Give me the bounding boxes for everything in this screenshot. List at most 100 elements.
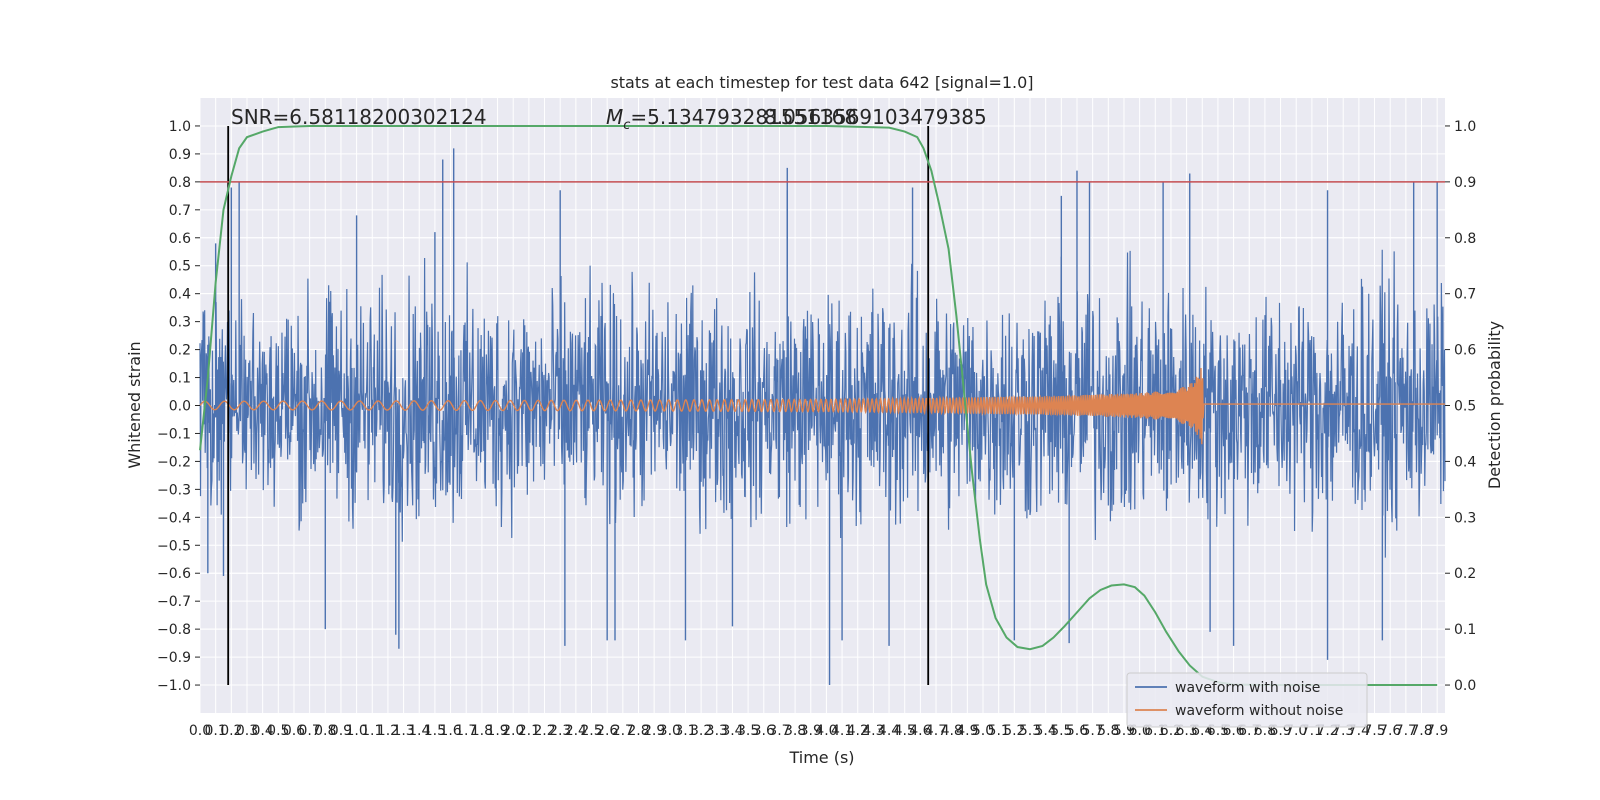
x-tick-label: 4.2 [847, 723, 869, 739]
x-tick-label: 5.4 [1035, 723, 1057, 739]
x-tick-label: 2.0 [502, 723, 524, 739]
x-tick-label: 7.7 [1395, 723, 1417, 739]
x-tick-label: 5.2 [1003, 723, 1025, 739]
overlapping-annotation: 8.0563569103479385 [764, 105, 987, 129]
x-tick-label: 5.7 [1082, 723, 1104, 739]
x-tick-label: 7.9 [1426, 723, 1448, 739]
x-tick-label: 0.5 [267, 723, 289, 739]
y2-axis-label: Detection probability [1485, 321, 1504, 489]
x-tick-label: 1.2 [377, 723, 399, 739]
x-tick-label: 3.2 [690, 723, 712, 739]
x-tick-label: 3.4 [721, 723, 743, 739]
y-tick-label: −0.4 [157, 510, 191, 526]
y-tick-label: −0.3 [157, 482, 191, 498]
x-tick-label: 5.3 [1019, 723, 1041, 739]
y-tick-label: −0.2 [157, 454, 191, 470]
snr-annotation: SNR=6.58118200302124 [231, 105, 487, 129]
y2-tick-label: 0.1 [1454, 622, 1476, 638]
x-tick-label: 4.6 [909, 723, 931, 739]
x-tick-label: 4.9 [956, 723, 978, 739]
x-tick-label: 0.6 [283, 723, 305, 739]
y2-tick-label: 0.7 [1454, 287, 1476, 303]
y-tick-label: −0.6 [157, 566, 191, 582]
x-tick-label: 2.3 [549, 723, 571, 739]
y2-tick-label: 0.9 [1454, 175, 1476, 191]
x-tick-label: 2.2 [533, 723, 555, 739]
y-tick-label: −0.5 [157, 538, 191, 554]
x-tick-label: 3.8 [784, 723, 806, 739]
x-tick-label: 3.6 [753, 723, 775, 739]
x-tick-label: 5.8 [1097, 723, 1119, 739]
x-tick-label: 3.1 [674, 723, 696, 739]
x-tick-label: 5.0 [972, 723, 994, 739]
chirp-mass-symbol: M [606, 105, 623, 129]
y-axis-label: Whitened strain [125, 341, 144, 468]
x-tick-label: 3.5 [737, 723, 759, 739]
x-tick-label: 1.0 [345, 723, 367, 739]
y2-tick-label: 0.4 [1454, 454, 1476, 470]
x-tick-label: 5.1 [988, 723, 1010, 739]
x-tick-label: 4.3 [862, 723, 884, 739]
y-tick-label: 0.9 [169, 147, 191, 163]
y2-tick-label: 0.2 [1454, 566, 1476, 582]
y-tick-label: −0.8 [157, 622, 191, 638]
x-tick-label: 1.8 [471, 723, 493, 739]
x-tick-label: 2.7 [612, 723, 634, 739]
x-tick-label: 0.8 [314, 723, 336, 739]
chart-title: stats at each timestep for test data 642… [610, 73, 1033, 92]
y-tick-labels: −1.0 −0.9 −0.8 −0.7 −0.6 −0.5 −0.4 −0.3 −0.2 −0.1… [157, 119, 200, 694]
x-tick-label: 3.7 [768, 723, 790, 739]
x-tick-label: 1.1 [361, 723, 383, 739]
legend: waveform with noise waveform without noi… [1126, 672, 1368, 728]
x-axis-label: Time (s) [788, 748, 854, 767]
legend-label-clean: waveform without noise [1175, 703, 1343, 719]
y-tick-label: 0.4 [169, 287, 191, 303]
x-tick-label: 1.4 [408, 723, 430, 739]
y2-tick-labels: 0.0 0.1 0.2 0.3 0.4 0.5 0.6 0.7 0.8 0.9 1.0 [1445, 119, 1476, 694]
clean-trace [199, 368, 1445, 445]
y2-tick-label: 0.3 [1454, 510, 1476, 526]
y-tick-label: 0.6 [169, 231, 191, 247]
x-tick-label: 0.2 [220, 723, 242, 739]
y-tick-label: 0.7 [169, 203, 191, 219]
legend-label-noise: waveform with noise [1175, 680, 1320, 696]
x-tick-label: 4.1 [831, 723, 853, 739]
x-tick-label: 2.6 [596, 723, 618, 739]
chirp-mass-value: =5.134793281551168 [630, 105, 857, 129]
x-tick-label: 0.1 [205, 723, 227, 739]
y2-tick-label: 0.0 [1454, 678, 1476, 694]
x-tick-label: 4.0 [815, 723, 837, 739]
x-tick-label: 7.5 [1363, 723, 1385, 739]
chirp-mass-subscript: c [623, 118, 630, 133]
event-markers [227, 125, 930, 686]
y-tick-label: 0.3 [169, 315, 191, 331]
y2-tick-label: 0.6 [1454, 343, 1476, 359]
y-tick-label: −1.0 [157, 678, 191, 694]
x-tick-label: 2.5 [580, 723, 602, 739]
x-tick-label: 2.4 [565, 723, 587, 739]
x-tick-label: 7.8 [1410, 723, 1432, 739]
x-tick-label: 3.0 [659, 723, 681, 739]
y2-tick-label: 1.0 [1454, 119, 1476, 135]
x-tick-label: 4.7 [925, 723, 947, 739]
x-tick-label: 2.1 [518, 723, 540, 739]
x-tick-label: 1.9 [486, 723, 508, 739]
x-tick-label: 0.7 [298, 723, 320, 739]
detection-probability-series [199, 124, 1438, 687]
y-tick-label: −0.9 [157, 650, 191, 666]
x-tick-label: 0.9 [330, 723, 352, 739]
x-tick-label: 2.9 [643, 723, 665, 739]
x-tick-label: 1.6 [439, 723, 461, 739]
probability-curve [199, 124, 1438, 687]
x-tick-label: 3.9 [800, 723, 822, 739]
y-tick-label: 0.0 [169, 399, 191, 415]
noise-trace [199, 249, 1446, 558]
x-tick-label: 0.0 [189, 723, 211, 739]
y-tick-label: −0.1 [157, 426, 191, 442]
chirp-mass-annotation: Mc=5.134793281551168 [606, 105, 857, 133]
y-tick-label: 1.0 [169, 119, 191, 135]
x-tick-label: 2.8 [627, 723, 649, 739]
waveform-with-noise-series [199, 148, 1446, 686]
